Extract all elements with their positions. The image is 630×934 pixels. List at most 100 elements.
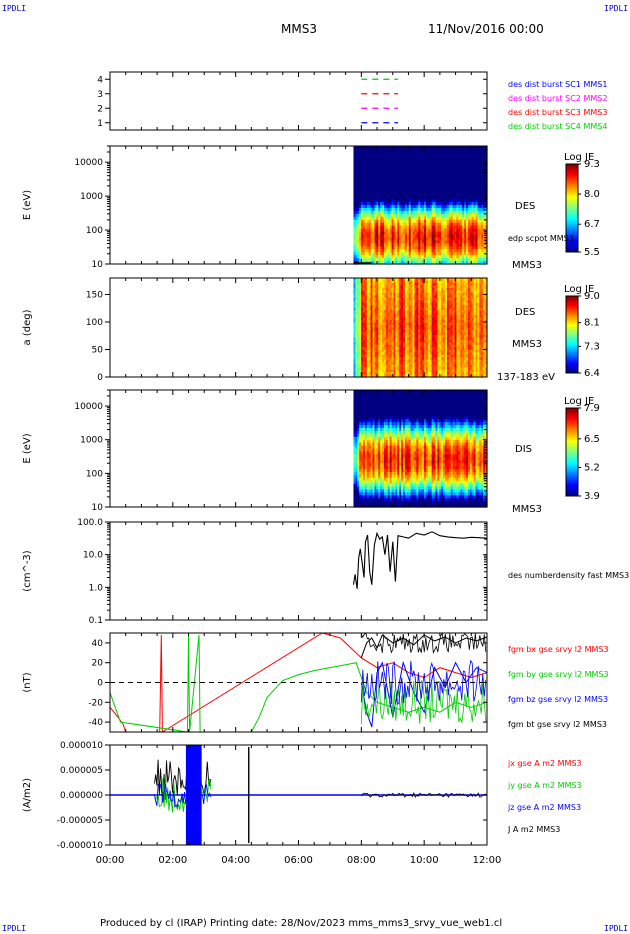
spectrogram-cell (404, 249, 408, 253)
spectrogram-cell (448, 187, 452, 191)
spectrogram-cell (439, 349, 442, 353)
spectrogram-cell (376, 349, 379, 353)
spectrogram-cell (391, 193, 395, 197)
spectrogram-cell (364, 364, 368, 368)
spectrogram-cell (378, 337, 381, 341)
spectrogram-cell (431, 369, 435, 373)
spectrogram-cell (471, 228, 475, 233)
spectrogram-cell (376, 329, 379, 334)
spectrogram-cell (446, 295, 450, 299)
spectrogram-cell (372, 367, 376, 371)
spectrogram-cell (431, 290, 435, 294)
spectrogram-cell (383, 196, 387, 200)
spectrogram-cell (387, 332, 391, 336)
spectrogram-cell (460, 255, 463, 259)
spectrogram-cell (374, 362, 377, 366)
spectrogram-cell (363, 234, 366, 239)
spectrogram-cell (437, 342, 440, 346)
spectrogram-cell (435, 249, 439, 253)
spectrogram-cell (395, 190, 398, 194)
spectrogram-cell (399, 339, 402, 343)
spectrogram-cell (397, 210, 400, 215)
spectrogram-cell (395, 222, 398, 227)
spectrogram-cell (363, 302, 366, 306)
spectrogram-cell (435, 228, 439, 233)
spectrogram-cell (374, 228, 377, 233)
spectrogram-cell (429, 225, 433, 230)
spectrogram-cell (378, 222, 381, 227)
spectrogram-cell (383, 187, 387, 191)
spectrogram-cell (364, 210, 368, 215)
spectrogram-cell (383, 160, 387, 165)
spectrogram-cell (403, 332, 406, 336)
spectrogram-cell (372, 190, 376, 194)
spectrogram-cell (385, 199, 389, 203)
spectrogram-cell (445, 280, 448, 284)
spectrogram-cell (422, 352, 425, 356)
spectrogram-cell (412, 302, 416, 306)
spectrogram-cell (427, 357, 431, 361)
spectrogram-cell (443, 344, 446, 348)
spectrogram-cell (420, 359, 423, 363)
spectrogram-cell (378, 317, 381, 321)
spectrogram-cell (416, 243, 419, 247)
spectrogram-cell (471, 234, 475, 239)
spectrogram-cell (408, 278, 412, 282)
spectrogram-cell (464, 237, 467, 241)
spectrogram-cell (429, 278, 433, 282)
spectrogram-cell (427, 317, 431, 321)
spectrogram-cell (401, 228, 404, 233)
spectrogram-cell (378, 325, 381, 329)
spectrogram-cell (372, 237, 376, 241)
spectrogram-cell (408, 342, 412, 346)
spectrogram-cell (439, 295, 442, 299)
spectrogram-cell (448, 151, 452, 156)
spectrogram-cell (433, 249, 437, 253)
spectrogram-cell (401, 166, 404, 171)
spectrogram-cell (454, 178, 458, 182)
spectrogram-cell (446, 175, 450, 180)
spectrogram-cell (416, 184, 419, 188)
spectrogram-cell (439, 339, 442, 343)
spectrogram-cell (452, 317, 456, 321)
spectrogram-cell (389, 148, 393, 153)
spectrogram-cell (448, 280, 452, 284)
spectrogram-cell (424, 213, 427, 218)
spectrogram-cell (363, 187, 366, 191)
spacecraft-title: MMS3 (281, 22, 317, 36)
spectrogram-cell (361, 225, 364, 230)
spectrogram-cell (359, 240, 362, 244)
spectrogram-cell (410, 315, 414, 319)
spectrogram-cell (364, 225, 368, 230)
spectrogram-cell (374, 327, 377, 331)
spectrogram-cell (406, 312, 410, 316)
spectrogram-cell (389, 187, 393, 191)
spectrogram-cell (357, 193, 360, 197)
spectrogram-cell (408, 339, 412, 343)
spectrogram-cell (391, 175, 395, 180)
spectrogram-cell (374, 374, 377, 378)
spectrogram-cell (408, 222, 412, 227)
spectrogram-cell (439, 280, 442, 284)
spectrogram-cell (479, 196, 482, 200)
spectrogram-cell (424, 312, 427, 316)
spectrogram-cell (418, 352, 421, 356)
spectrogram-cell (397, 207, 400, 212)
spectrogram-cell (456, 231, 459, 236)
spectrogram-cell (361, 302, 364, 306)
spectrogram-cell (427, 332, 431, 336)
spectrogram-cell (364, 148, 368, 153)
spectrogram-cell (446, 367, 450, 371)
spectrogram-cell (429, 160, 433, 165)
spectrogram-cell (410, 334, 414, 338)
spectrogram-cell (391, 255, 395, 259)
spectrogram-cell (355, 163, 358, 168)
spectrogram-cell (458, 196, 461, 200)
spectrogram-cell (437, 362, 440, 366)
spectrogram-cell (399, 290, 402, 294)
spectrogram-cell (366, 347, 370, 351)
spectrogram-cell (397, 327, 400, 331)
spectrogram-cell (382, 334, 385, 338)
spectrogram-cell (429, 329, 433, 334)
spectrogram-cell (481, 219, 484, 224)
